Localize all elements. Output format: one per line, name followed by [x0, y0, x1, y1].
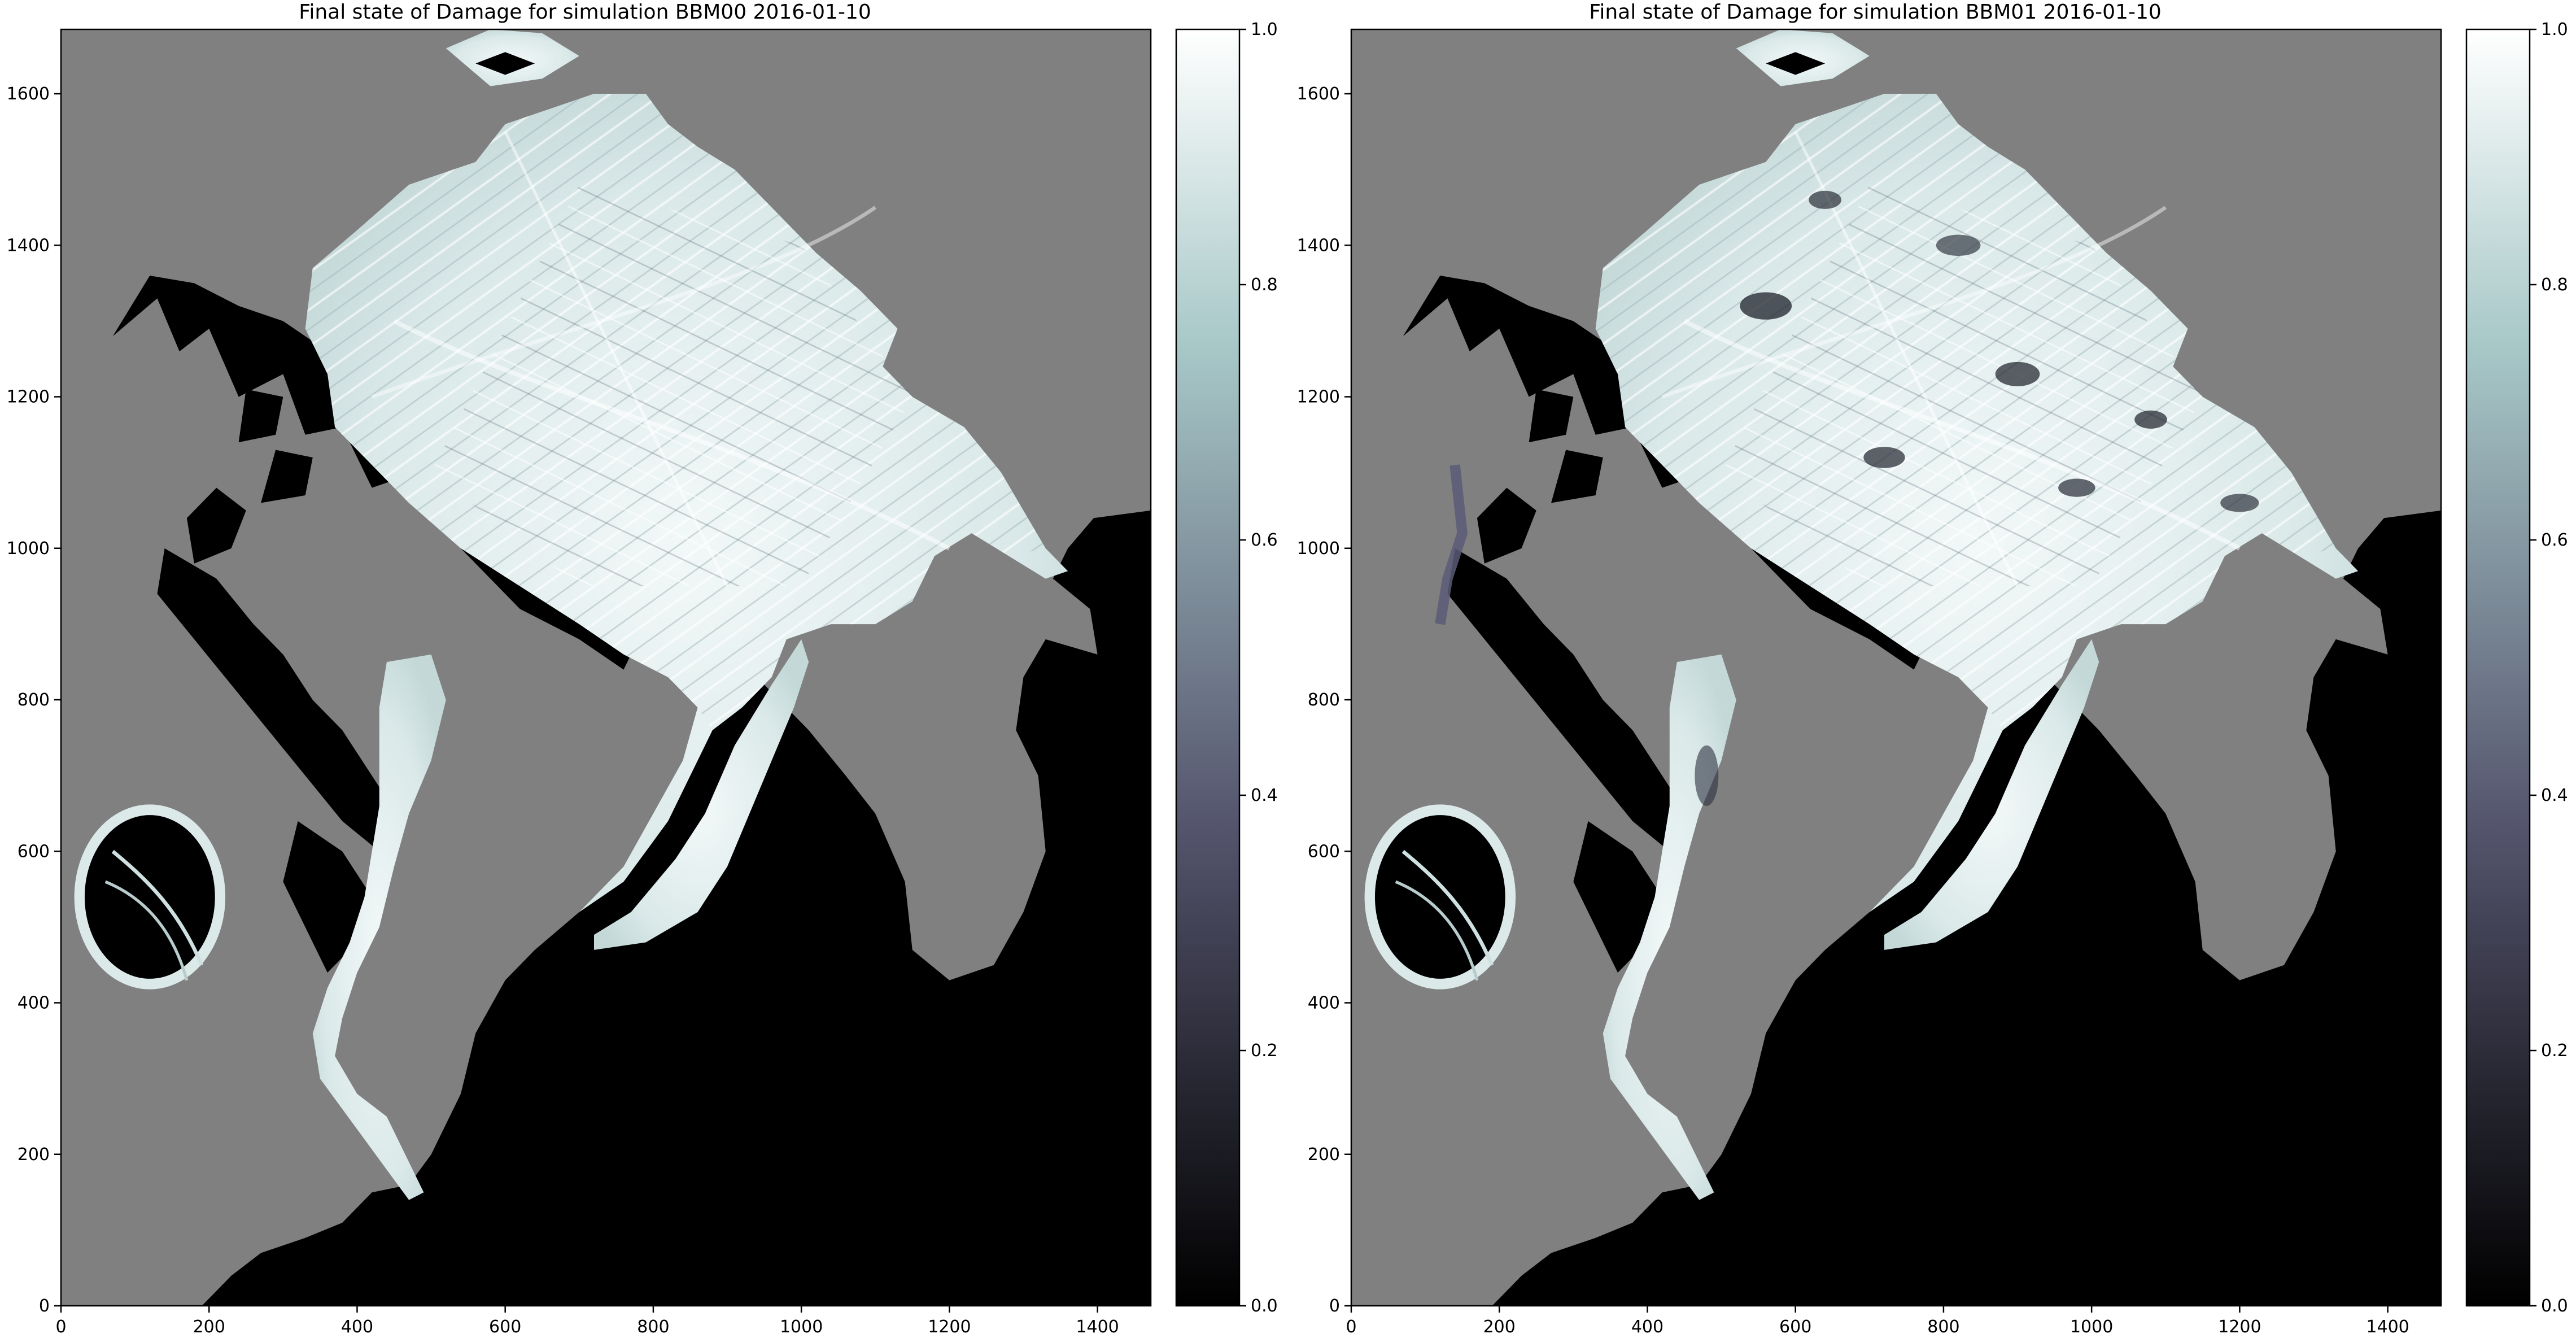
- x-tick-label: 800: [1927, 1317, 1959, 1337]
- colorbar-tick-label: 0.0: [1251, 1296, 1278, 1316]
- y-tick-label: 1200: [7, 387, 50, 407]
- x-tick-label: 400: [341, 1317, 373, 1337]
- colorbar-ticks: 0.0 0.2 0.4 0.6 0.8 1.0: [1239, 20, 1278, 1316]
- y-tick-label: 200: [1308, 1145, 1340, 1165]
- colorbar: [2465, 28, 2531, 1307]
- chart-panel-bbm00: Final state of Damage for simulation BBM…: [7, 1, 1278, 1337]
- plot-frame: [1350, 28, 2442, 1307]
- chart-title: Final state of Damage for simulation BBM…: [299, 1, 871, 24]
- x-tick-label: 1200: [928, 1317, 971, 1337]
- y-tick-label: 400: [18, 993, 50, 1013]
- y-tick-label: 800: [1308, 690, 1340, 710]
- y-tick-label: 0: [39, 1296, 50, 1316]
- y-tick-label: 0: [1329, 1296, 1340, 1316]
- axis-ticks: 0 200 400 600 800 1000 1200 1400 0 200 400 600 800 10…: [1297, 84, 2409, 1337]
- y-tick-label: 200: [18, 1145, 50, 1165]
- colorbar-tick-label: 0.2: [1251, 1041, 1278, 1061]
- x-tick-label: 1000: [2070, 1317, 2113, 1337]
- colorbar-tick-label: 0.8: [1251, 275, 1278, 295]
- y-tick-label: 1200: [1297, 387, 1340, 407]
- y-tick-label: 600: [1308, 842, 1340, 861]
- chart-panel-bbm01: Final state of Damage for simulation BBM…: [1297, 1, 2568, 1337]
- colorbar-tick-label: 0.4: [2541, 786, 2568, 805]
- x-tick-label: 1400: [1076, 1317, 1119, 1337]
- colorbar-tick-label: 1.0: [2541, 20, 2568, 40]
- colorbar-tick-label: 0.2: [2541, 1041, 2568, 1061]
- x-tick-label: 1000: [780, 1317, 823, 1337]
- y-tick-label: 1600: [7, 84, 50, 104]
- x-tick-label: 400: [1631, 1317, 1664, 1337]
- y-tick-label: 1000: [7, 539, 50, 559]
- y-tick-label: 1600: [1297, 84, 1340, 104]
- colorbar-tick-label: 0.0: [2541, 1296, 2568, 1316]
- plot-frame: [60, 28, 1152, 1307]
- y-tick-label: 1000: [1297, 539, 1340, 559]
- y-tick-label: 800: [18, 690, 50, 710]
- x-tick-label: 1200: [2218, 1317, 2261, 1337]
- y-tick-label: 600: [18, 842, 50, 861]
- x-tick-label: 200: [1483, 1317, 1516, 1337]
- colorbar-tick-label: 0.4: [1251, 786, 1278, 805]
- y-tick-label: 1400: [1297, 236, 1340, 255]
- colorbar-ticks: 0.0 0.2 0.4 0.6 0.8 1.0: [2530, 20, 2568, 1316]
- x-tick-label: 1400: [2366, 1317, 2409, 1337]
- y-tick-label: 400: [1308, 993, 1340, 1013]
- x-tick-label: 800: [637, 1317, 669, 1337]
- y-tick-label: 1400: [7, 236, 50, 255]
- axis-ticks: 0 200 400 600 800 1000 1200 1400 0 200 400 600 800 10…: [7, 84, 1119, 1337]
- x-tick-label: 600: [489, 1317, 521, 1337]
- x-tick-label: 200: [193, 1317, 225, 1337]
- colorbar-tick-label: 1.0: [1251, 20, 1278, 40]
- colorbar-tick-label: 0.8: [2541, 275, 2568, 295]
- colorbar: [1175, 28, 1241, 1307]
- chart-title: Final state of Damage for simulation BBM…: [1589, 1, 2162, 24]
- colorbar-tick-label: 0.6: [2541, 530, 2568, 550]
- x-tick-label: 600: [1779, 1317, 1811, 1337]
- x-tick-label: 0: [55, 1317, 66, 1337]
- x-tick-label: 0: [1346, 1317, 1356, 1337]
- colorbar-tick-label: 0.6: [1251, 530, 1278, 550]
